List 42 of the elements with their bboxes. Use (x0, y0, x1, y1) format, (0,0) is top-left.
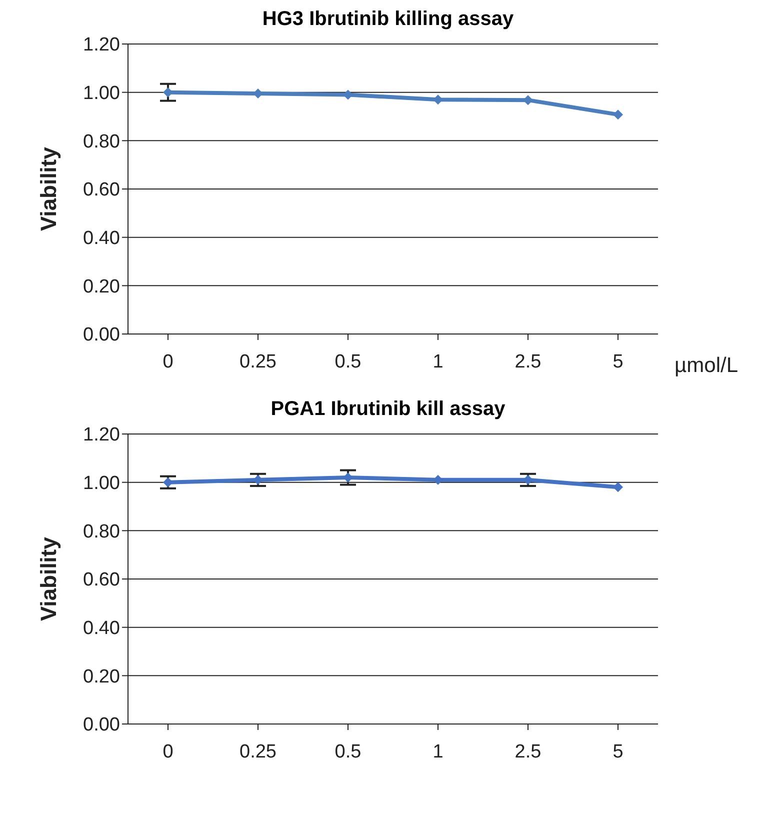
x-tick-label: 0.5 (334, 351, 362, 372)
y-axis-title: Viability (36, 146, 61, 231)
y-tick-label: 0.40 (83, 618, 120, 640)
point (343, 472, 353, 482)
point (163, 87, 173, 98)
y-tick-label: 1.20 (83, 34, 120, 56)
y-tick-label: 1.20 (83, 424, 120, 446)
y-tick-label: 0.20 (83, 666, 120, 688)
y-tick-label: 0.60 (83, 180, 120, 201)
x-tick-label: 0.25 (240, 351, 276, 372)
x-tick-label: 0 (162, 351, 174, 372)
point (523, 95, 533, 106)
point (613, 482, 623, 492)
y-tick-label: 0.00 (83, 714, 120, 736)
x-tick-label: 0.25 (240, 741, 276, 762)
point (253, 474, 263, 485)
x-tick-label: 5 (612, 351, 624, 372)
x-tick-label: 0.5 (334, 741, 362, 762)
point (343, 90, 353, 100)
y-tick-label: 0.80 (83, 131, 120, 152)
chart-title: HG3 Ibrutinib killing assay (261, 8, 515, 32)
y-tick-label: 0.00 (83, 324, 120, 346)
point (433, 474, 443, 485)
y-tick-label: 0.80 (83, 521, 120, 542)
x-tick-label: 2.5 (514, 351, 542, 372)
x-tick-label: 5 (612, 741, 624, 762)
x-tick-label: 1 (432, 351, 444, 372)
x-axis-title: µmol/L (674, 354, 738, 377)
y-tick-label: 1.00 (83, 473, 120, 494)
point (523, 474, 533, 485)
y-tick-label: 0.60 (83, 570, 120, 591)
x-tick-label: 2.5 (514, 741, 542, 762)
point (433, 94, 443, 105)
y-tick-label: 1.00 (83, 83, 120, 104)
y-tick-label: 0.40 (83, 228, 120, 250)
chart-title: PGA1 Ibrutinib kill assay (270, 398, 506, 422)
y-tick-label: 0.20 (83, 276, 120, 298)
y-axis-title: Viability (36, 536, 61, 621)
x-tick-label: 0 (162, 741, 174, 762)
x-tick-label: 1 (432, 741, 444, 762)
point (163, 477, 173, 488)
point (613, 110, 623, 120)
